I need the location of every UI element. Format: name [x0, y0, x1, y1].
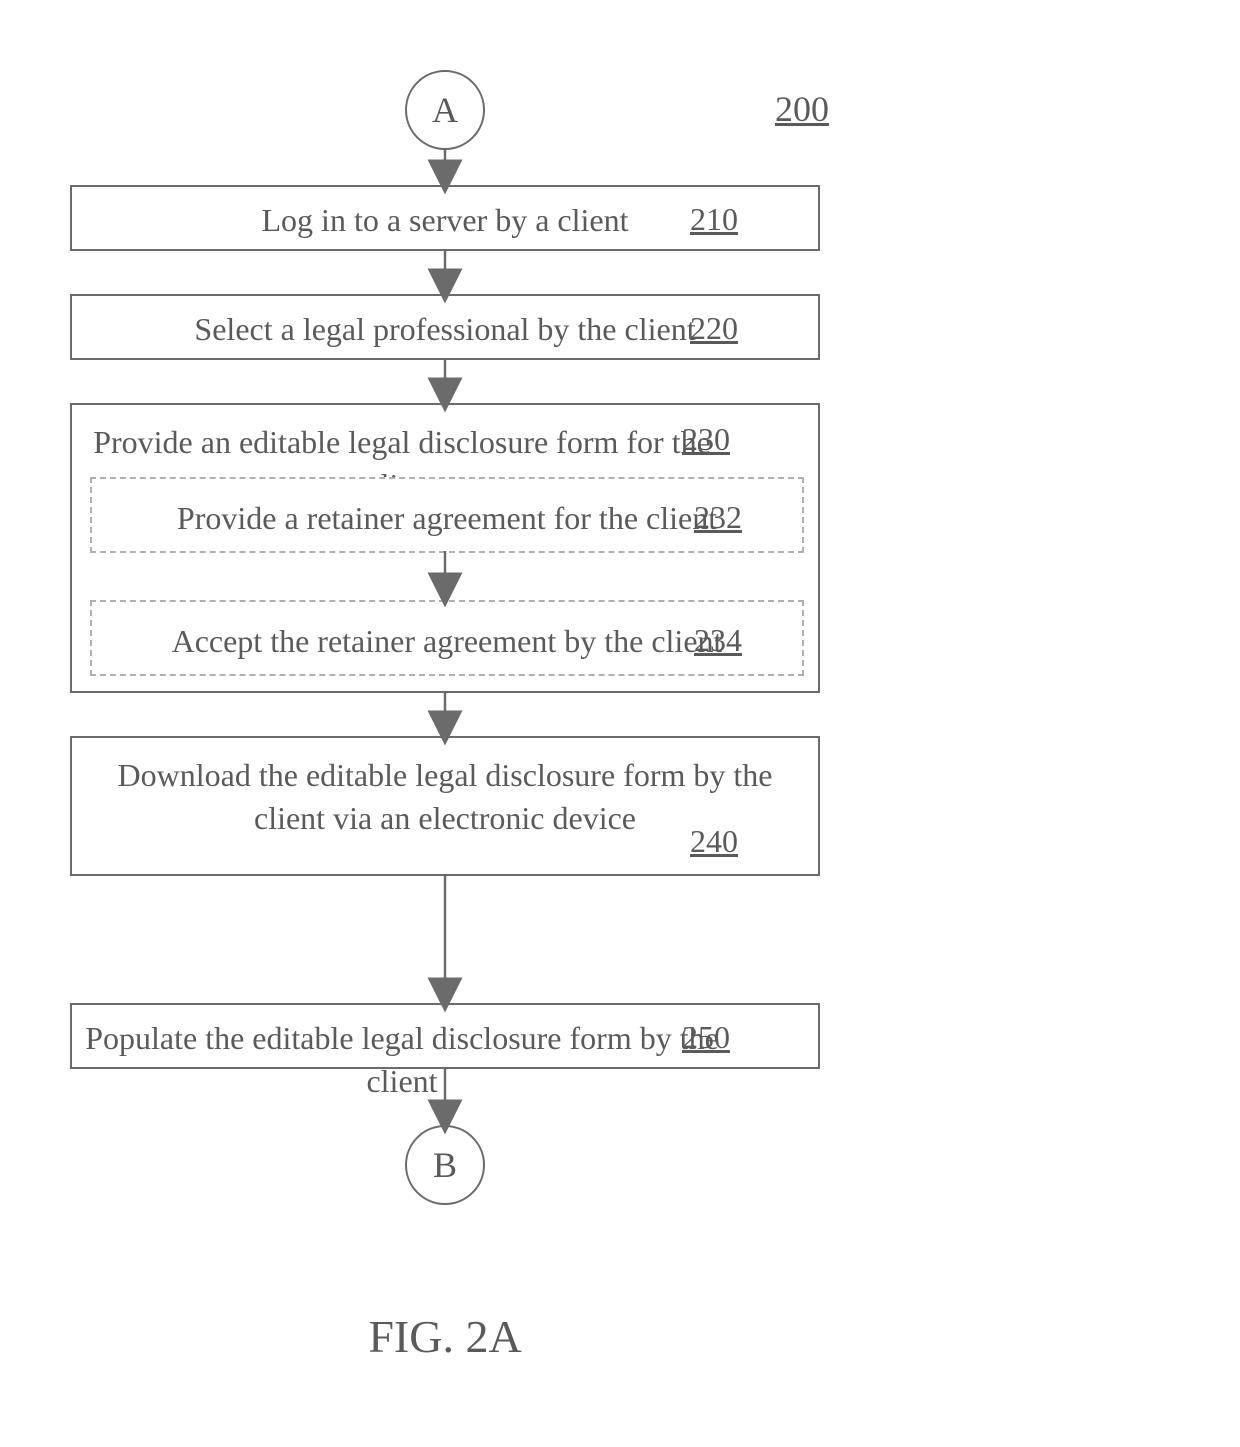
flowchart-canvas: 200 A Log in to a server by a client 210…: [0, 0, 1240, 1447]
flow-arrows: [0, 0, 1240, 1447]
